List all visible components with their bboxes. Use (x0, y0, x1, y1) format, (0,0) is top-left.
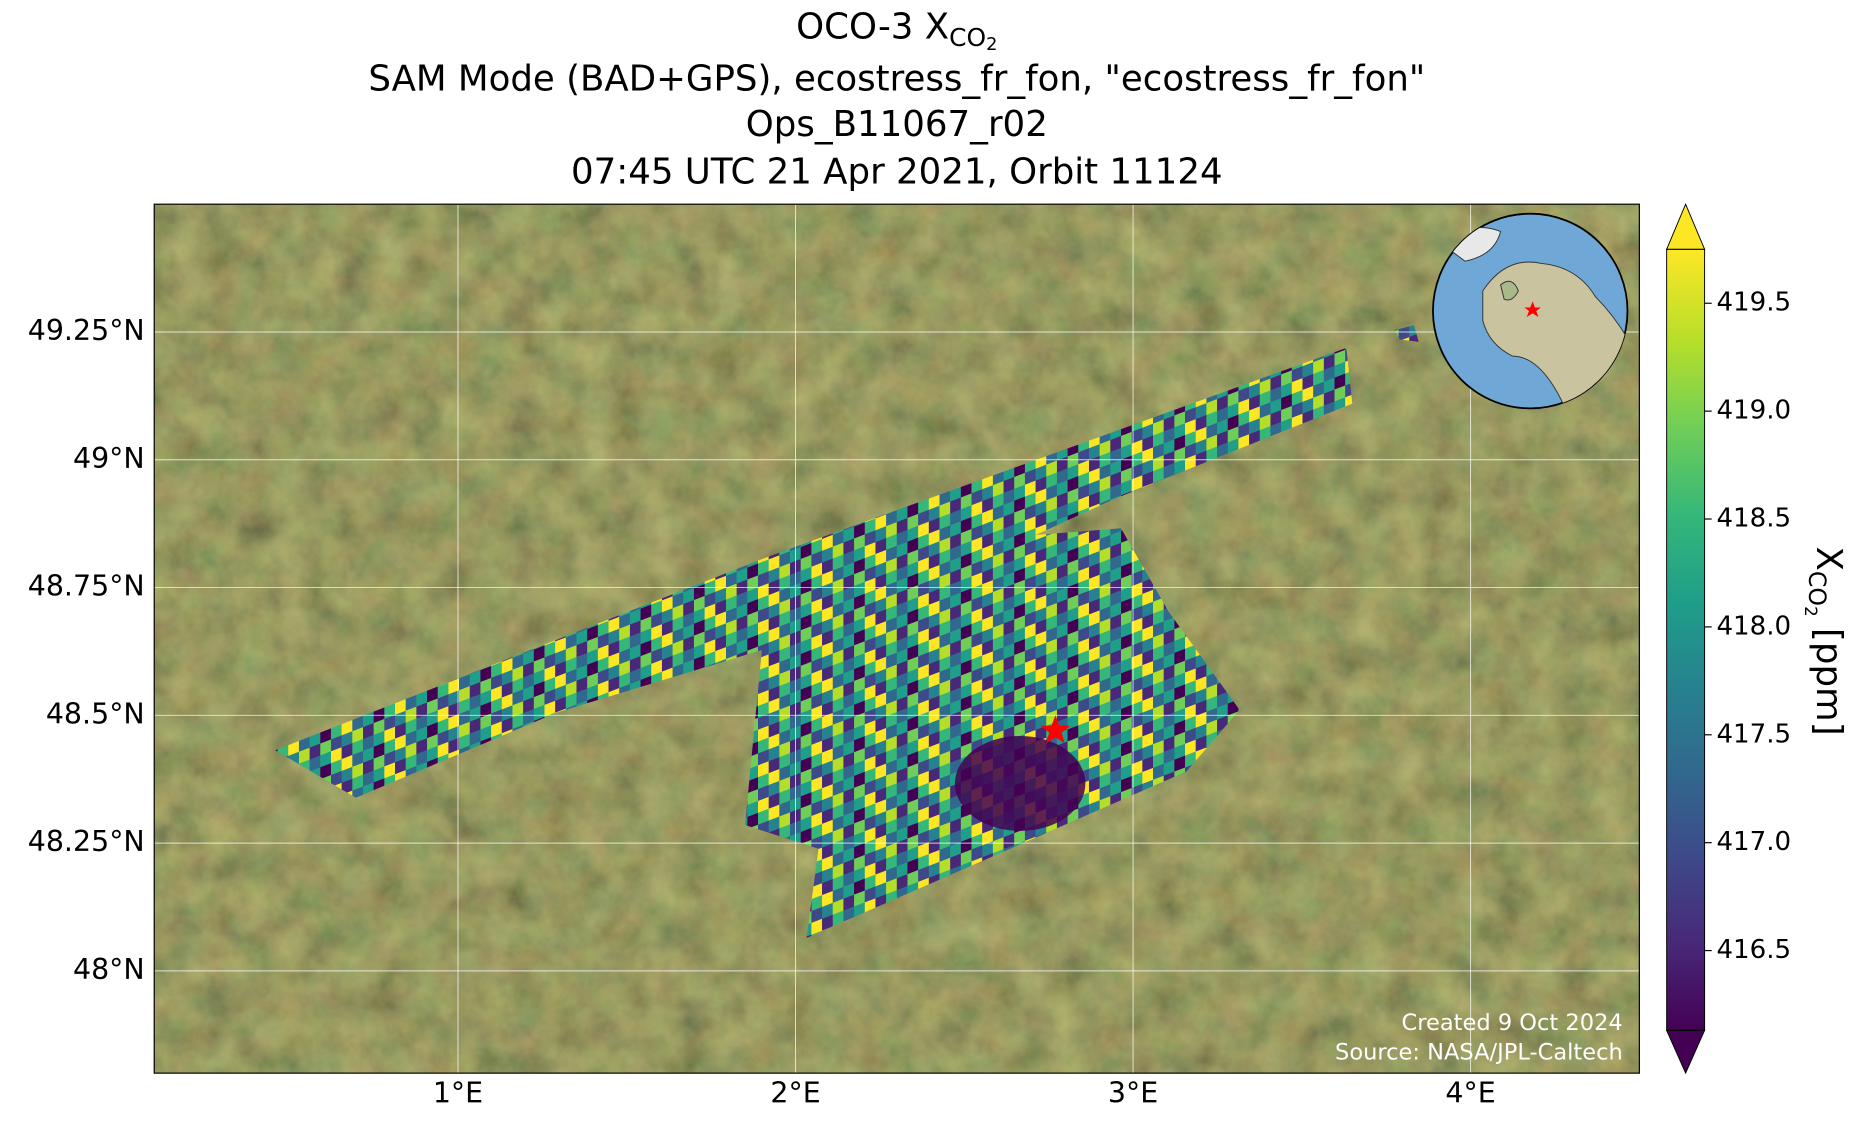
colorbar-tick-label: 416.5 (1716, 935, 1791, 965)
colorbar-tick-label: 417.5 (1716, 719, 1791, 749)
colorbar (1666, 249, 1705, 1031)
y-tick-label: 48°N (73, 953, 145, 986)
colorbar-extend-min (1665, 1029, 1706, 1075)
y-tick-label: 48.5°N (46, 697, 145, 730)
colorbar-label-text: X (1808, 546, 1849, 570)
y-tick-label: 48.75°N (28, 570, 145, 603)
site-marker (1040, 715, 1071, 744)
swath-patch (954, 736, 1086, 831)
swath (1395, 325, 1419, 342)
map-frame (153, 203, 1640, 1074)
credit: Created 9 Oct 2024 (1402, 1010, 1623, 1036)
swath (744, 528, 1240, 938)
subtitle: SAM Mode (BAD+GPS), ecostress_fr_fon, "e… (368, 59, 1425, 100)
y-tick-label: 49.25°N (28, 314, 145, 347)
colorbar-frame (1666, 248, 1706, 1031)
colorbar-tick-label: 419.5 (1716, 288, 1791, 318)
x-tick-label: 1°E (433, 1077, 483, 1110)
colorbar-tick-label: 418.0 (1716, 611, 1791, 641)
colorbar-tick-label: 419.0 (1716, 396, 1791, 426)
y-tick-label: 49°N (73, 442, 145, 475)
y-tick-label: 48.25°N (28, 825, 145, 858)
title-text: OCO-3 X (796, 6, 949, 47)
title-subscript: CO (949, 23, 986, 52)
x-tick-label: 3°E (1108, 1077, 1158, 1110)
colorbar-tick-label: 418.5 (1716, 504, 1791, 534)
x-tick-label: 4°E (1445, 1077, 1495, 1110)
credit: Source: NASA/JPL-Caltech (1335, 1039, 1623, 1065)
title-subsubscript: 2 (986, 34, 997, 55)
colorbar-label: XCO2 [ppm] (1802, 546, 1849, 735)
colorbar-label-subsubscript: 2 (1802, 606, 1821, 617)
basemap (154, 204, 1640, 1074)
x-tick-label: 2°E (770, 1077, 820, 1110)
colorbar-label-subscript: CO (1804, 571, 1832, 606)
colorbar-label-unit: [ppm] (1808, 617, 1849, 736)
subtitle: 07:45 UTC 21 Apr 2021, Orbit 11124 (571, 151, 1223, 192)
subtitle: Ops_B11067_r02 (746, 104, 1048, 145)
chart-title: OCO-3 XCO2 (796, 6, 997, 55)
colorbar-extend-max (1665, 202, 1706, 250)
globe-inset (1432, 212, 1629, 410)
colorbar-tick-label: 417.0 (1716, 827, 1791, 857)
